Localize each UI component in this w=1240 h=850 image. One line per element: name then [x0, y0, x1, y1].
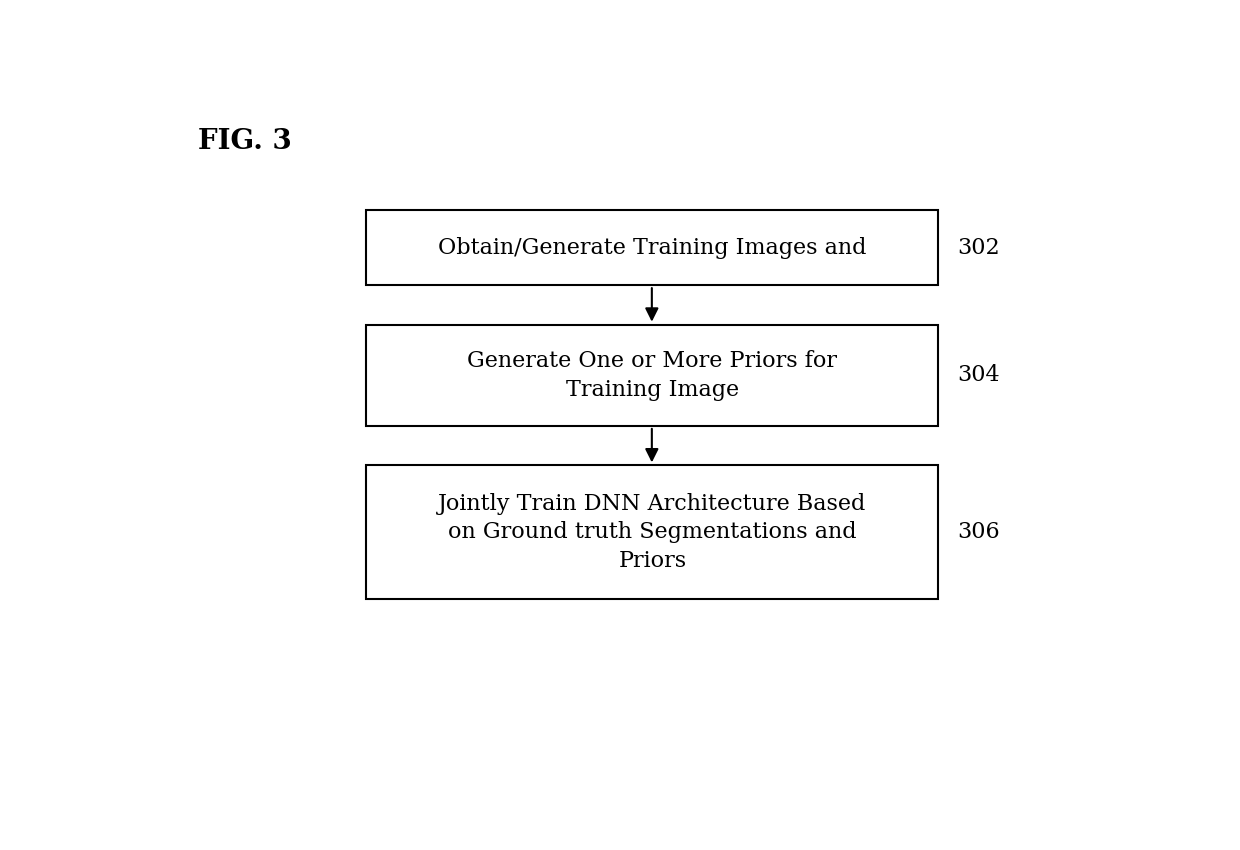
Text: Generate One or More Priors for
Training Image: Generate One or More Priors for Training…: [467, 350, 837, 400]
Text: 302: 302: [957, 236, 999, 258]
FancyBboxPatch shape: [367, 325, 939, 426]
Text: Jointly Train DNN Architecture Based
on Ground truth Segmentations and
Priors: Jointly Train DNN Architecture Based on …: [438, 492, 867, 572]
Text: Obtain/Generate Training Images and: Obtain/Generate Training Images and: [438, 236, 867, 258]
Text: 306: 306: [957, 521, 999, 543]
Text: FIG. 3: FIG. 3: [198, 128, 291, 156]
Text: 304: 304: [957, 365, 999, 386]
FancyBboxPatch shape: [367, 210, 939, 286]
FancyBboxPatch shape: [367, 465, 939, 599]
